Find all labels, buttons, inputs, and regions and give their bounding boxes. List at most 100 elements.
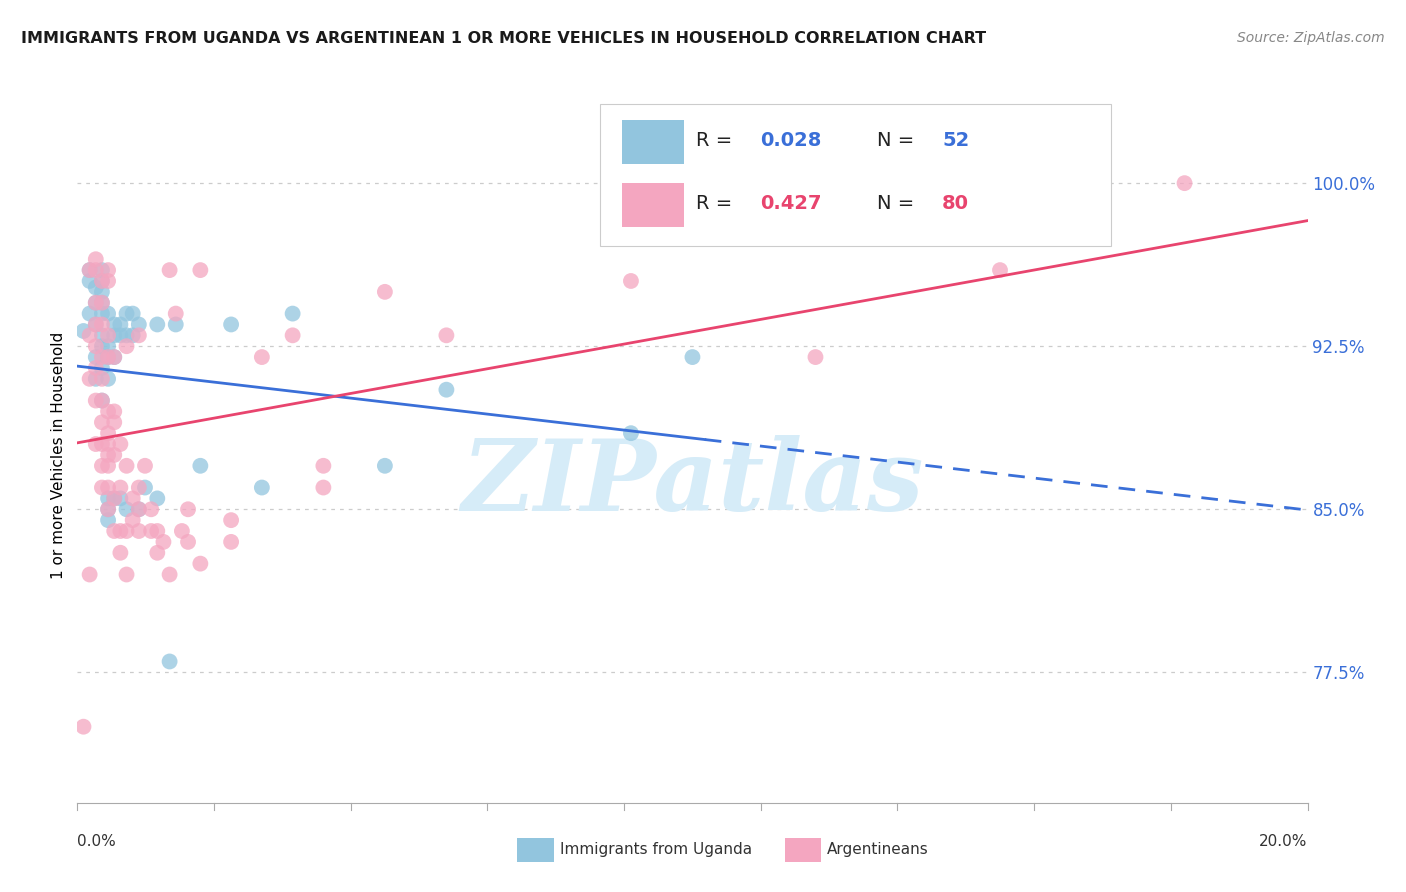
Point — [110, 481, 132, 495]
Point — [219, 534, 242, 549]
FancyBboxPatch shape — [600, 103, 1111, 246]
Point — [79, 307, 101, 321]
Text: 0.0%: 0.0% — [77, 834, 117, 849]
Point — [152, 534, 174, 549]
Point — [84, 295, 107, 310]
Point — [90, 307, 114, 321]
Text: 20.0%: 20.0% — [1260, 834, 1308, 849]
Point — [128, 318, 150, 332]
Point — [90, 350, 114, 364]
Point — [165, 307, 187, 321]
Point — [90, 393, 114, 408]
Point — [79, 263, 101, 277]
Point — [804, 350, 827, 364]
Point — [134, 458, 156, 473]
Point — [219, 318, 242, 332]
Point — [90, 274, 114, 288]
Point — [90, 285, 114, 299]
Point — [72, 720, 94, 734]
Point — [90, 295, 114, 310]
Point — [90, 295, 114, 310]
Point — [115, 339, 138, 353]
Text: Argentineans: Argentineans — [827, 842, 928, 856]
Point — [110, 524, 132, 538]
Point — [250, 481, 273, 495]
Point — [115, 458, 138, 473]
Text: IMMIGRANTS FROM UGANDA VS ARGENTINEAN 1 OR MORE VEHICLES IN HOUSEHOLD CORRELATIO: IMMIGRANTS FROM UGANDA VS ARGENTINEAN 1 … — [21, 31, 986, 46]
Point — [72, 324, 94, 338]
Point — [97, 426, 120, 441]
Point — [177, 534, 200, 549]
Point — [97, 448, 120, 462]
Point — [141, 524, 163, 538]
Point — [170, 524, 193, 538]
Point — [84, 393, 107, 408]
Point — [128, 502, 150, 516]
Point — [159, 567, 181, 582]
Point — [97, 328, 120, 343]
Point — [219, 513, 242, 527]
Point — [620, 426, 643, 441]
Point — [146, 318, 169, 332]
Point — [1174, 176, 1197, 190]
Text: N =: N = — [877, 131, 914, 150]
Point — [110, 546, 132, 560]
Point — [128, 328, 150, 343]
Point — [250, 350, 273, 364]
Point — [84, 318, 107, 332]
Point — [128, 524, 150, 538]
Point — [97, 350, 120, 364]
Point — [103, 404, 125, 418]
Point — [90, 372, 114, 386]
Point — [141, 502, 163, 516]
Point — [110, 318, 132, 332]
Point — [79, 372, 101, 386]
Text: R =: R = — [696, 131, 733, 150]
Point — [84, 372, 107, 386]
FancyBboxPatch shape — [623, 120, 683, 164]
Point — [115, 524, 138, 538]
Point — [121, 307, 143, 321]
Point — [103, 448, 125, 462]
Point — [988, 263, 1011, 277]
Point — [128, 481, 150, 495]
FancyBboxPatch shape — [623, 183, 683, 227]
Point — [121, 328, 143, 343]
Point — [84, 263, 107, 277]
Point — [436, 383, 458, 397]
Point — [97, 307, 120, 321]
Point — [146, 524, 169, 538]
Text: 52: 52 — [942, 131, 970, 150]
Point — [159, 655, 181, 669]
Point — [84, 437, 107, 451]
Point — [97, 502, 120, 516]
Point — [103, 318, 125, 332]
Point — [97, 339, 120, 353]
Point — [97, 513, 120, 527]
Point — [188, 458, 212, 473]
Point — [97, 481, 120, 495]
Point — [97, 372, 120, 386]
Point — [121, 513, 143, 527]
Point — [79, 328, 101, 343]
Point — [97, 404, 120, 418]
Point — [84, 280, 107, 294]
Point — [165, 318, 187, 332]
Point — [146, 546, 169, 560]
Point — [84, 360, 107, 375]
Point — [103, 524, 125, 538]
Point — [374, 285, 396, 299]
Point — [97, 502, 120, 516]
Point — [97, 458, 120, 473]
Text: 0.028: 0.028 — [761, 131, 821, 150]
Point — [90, 360, 114, 375]
Point — [90, 458, 114, 473]
Point — [103, 350, 125, 364]
Point — [115, 567, 138, 582]
Point — [97, 491, 120, 506]
Point — [128, 502, 150, 516]
Point — [90, 328, 114, 343]
Point — [115, 307, 138, 321]
Point — [79, 263, 101, 277]
Point — [84, 295, 107, 310]
